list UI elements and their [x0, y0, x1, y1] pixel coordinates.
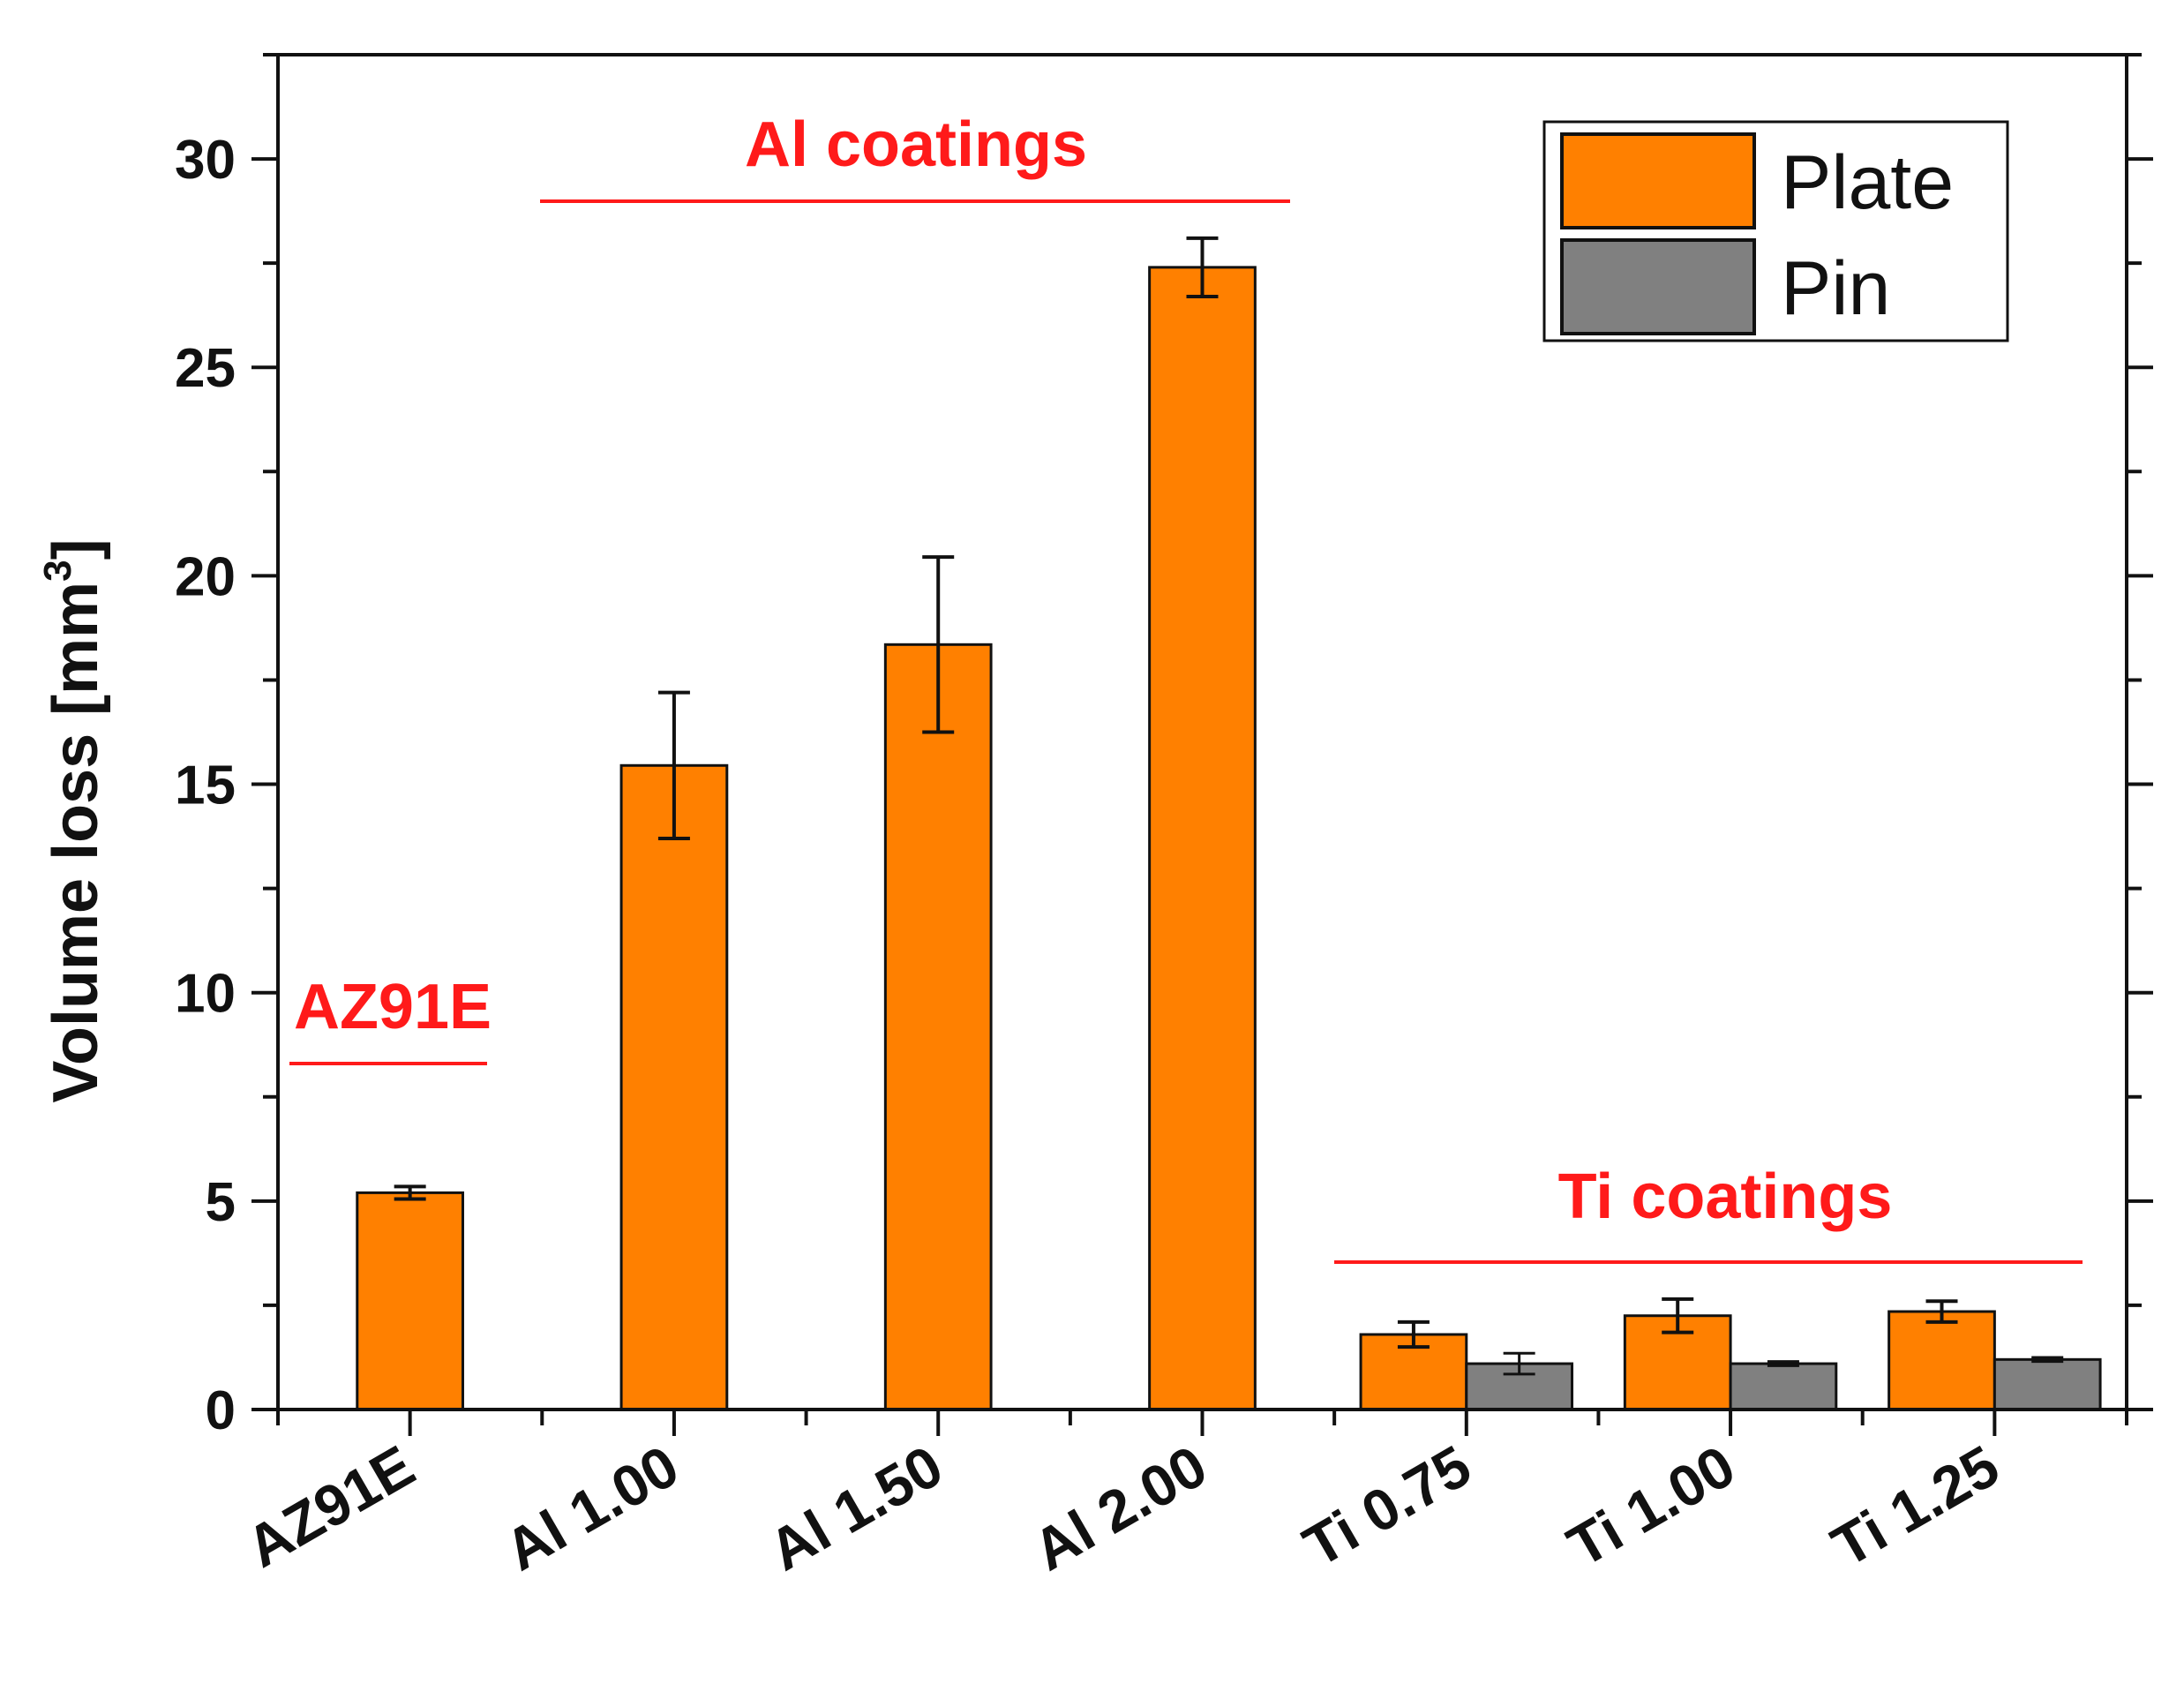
legend-swatch-pin	[1560, 238, 1756, 335]
bar-plate-6	[1888, 1310, 1996, 1411]
group-annotations: AZ91E Al coatings Ti coatings	[289, 109, 2083, 1264]
legend-label-plate: Plate	[1781, 140, 1954, 225]
bar-plate-2	[883, 643, 993, 1411]
y-tick-label-0: 0	[206, 1380, 236, 1441]
bar-plate-0	[356, 1191, 464, 1411]
bar-plate-1	[619, 763, 729, 1411]
bar-plate-3	[1148, 266, 1257, 1411]
az91e-group-label: AZ91E	[294, 972, 492, 1042]
error-bars-layer	[394, 236, 2064, 1376]
legend-swatch-plate	[1560, 132, 1756, 229]
ti-group-label: Ti coatings	[1558, 1162, 1893, 1232]
axes-layer	[251, 53, 2153, 1436]
y-tick-labels: 0 5 10 15 20 25 30	[175, 130, 236, 1441]
y-tick-label-25: 25	[175, 338, 236, 399]
y-tick-label-5: 5	[206, 1172, 236, 1233]
legend-label-pin: Pin	[1781, 246, 1890, 331]
bar-pin-5	[1729, 1362, 1838, 1411]
bar-pin-6	[1993, 1357, 2102, 1411]
y-axis-title: Volume loss [mm3]	[36, 538, 111, 1102]
y-tick-label-30: 30	[175, 130, 236, 191]
y-tick-label-15: 15	[175, 756, 236, 816]
al-group-label: Al coatings	[745, 109, 1087, 180]
y-tick-label-10: 10	[175, 964, 236, 1025]
bars-layer	[356, 266, 2102, 1411]
legend: Plate Pin	[1542, 120, 2009, 342]
y-tick-label-20: 20	[175, 546, 236, 607]
